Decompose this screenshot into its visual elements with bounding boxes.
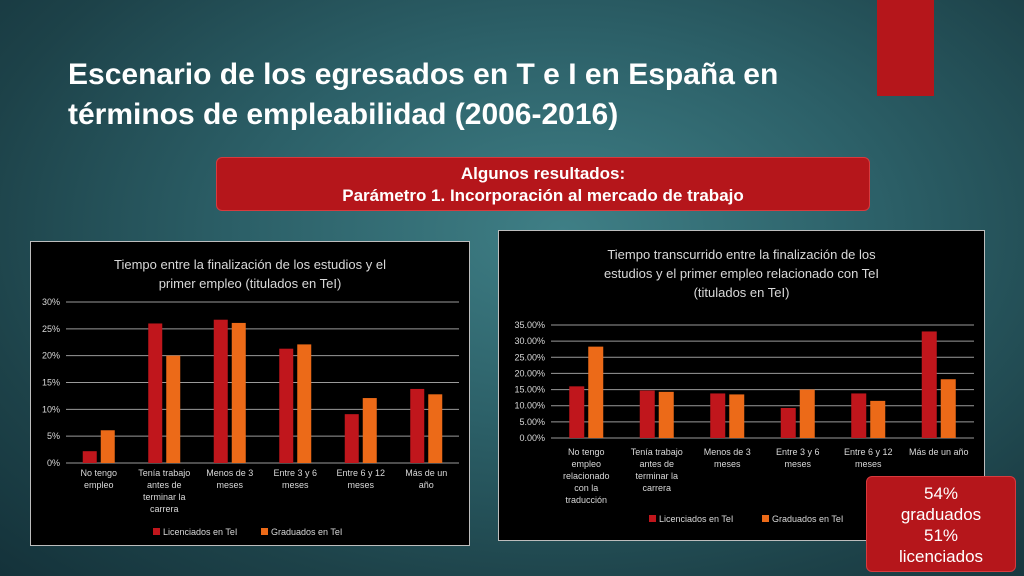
chart2-legend-label: Graduados en TeI — [772, 514, 843, 524]
chart2-title-line: Tiempo transcurrido entre la finalizació… — [607, 247, 876, 262]
chart2-bar-licenciados — [569, 386, 585, 438]
chart2-bar-graduados — [799, 389, 815, 438]
chart1-y-tick-label: 30% — [42, 297, 60, 307]
chart1-bar-licenciados — [410, 388, 425, 463]
chart1-bar-graduados — [166, 355, 181, 463]
chart1-x-tick-label: Entre 3 y 6 — [273, 468, 317, 478]
chart1-y-tick-label: 5% — [47, 431, 60, 441]
chart2-y-tick-label: 0.00% — [519, 433, 545, 443]
chart1-bar-graduados — [231, 322, 246, 463]
badge-line3: 51% — [923, 526, 959, 545]
callout-line1: Algunos resultados: — [460, 164, 626, 183]
chart1-title-line: primer empleo (titulados en TeI) — [159, 276, 342, 291]
chart1-x-tick-label: antes de — [147, 480, 182, 490]
chart2-title-line: (titulados en TeI) — [694, 285, 790, 300]
badge-line2: graduados — [900, 505, 982, 524]
chart2-x-tick-label: carrera — [642, 483, 671, 493]
chart1-bar-graduados — [362, 398, 377, 463]
chart2-bar-graduados — [940, 379, 956, 438]
chart2-y-tick-label: 30.00% — [514, 336, 545, 346]
chart2-x-tick-label: meses — [855, 459, 882, 469]
chart1-legend-label: Graduados en TeI — [271, 527, 342, 537]
chart2-bar-graduados — [870, 400, 886, 438]
chart1-legend-label: Licenciados en TeI — [163, 527, 237, 537]
chart2-x-tick-label: Menos de 3 — [704, 447, 751, 457]
callout-line2: Parámetro 1. Incorporación al mercado de… — [342, 186, 744, 205]
chart1-x-tick-label: carrera — [150, 504, 179, 514]
chart2-x-tick-label: antes de — [639, 459, 674, 469]
chart1-bar-licenciados — [344, 414, 359, 463]
badge-line4: licenciados — [898, 547, 984, 566]
chart2-legend-swatch — [649, 515, 656, 522]
chart2-y-tick-label: 15.00% — [514, 385, 545, 395]
chart2-bar-graduados — [729, 394, 745, 438]
chart1-x-tick-label: Entre 6 y 12 — [336, 468, 385, 478]
chart1-x-tick-label: No tengo — [80, 468, 117, 478]
slide-title: Escenario de los egresados en T e I en E… — [68, 55, 908, 135]
chart2-bar-licenciados — [921, 331, 937, 438]
slide-title-line2: términos de empleabilidad (2006-2016) — [68, 98, 619, 131]
chart2-bar-licenciados — [639, 390, 655, 438]
chart2-x-tick-label: empleo — [571, 459, 601, 469]
chart2-x-tick-label: Entre 6 y 12 — [844, 447, 893, 457]
chart2-y-tick-label: 10.00% — [514, 401, 545, 411]
chart2-bar-graduados — [588, 346, 604, 438]
chart2-x-tick-label: traducción — [565, 495, 607, 505]
chart1-legend-swatch — [261, 528, 268, 535]
chart1-bar-licenciados — [213, 319, 228, 463]
chart1-bar-licenciados — [82, 451, 97, 463]
chart1-x-tick-label: Menos de 3 — [206, 468, 253, 478]
chart2-svg: Tiempo transcurrido entre la finalizació… — [514, 247, 974, 524]
chart1-y-tick-label: 20% — [42, 351, 60, 361]
accent-bar — [877, 0, 934, 96]
chart2-title-line: estudios y el primer empleo relacionado … — [604, 266, 879, 281]
chart1-bar-graduados — [100, 430, 115, 463]
chart2-x-tick-label: con la — [574, 483, 598, 493]
chart1-x-tick-label: empleo — [84, 480, 114, 490]
summary-badge: 54% graduados 51% licenciados — [866, 476, 1016, 572]
chart2-bar-licenciados — [780, 407, 796, 438]
chart2-y-tick-label: 5.00% — [519, 417, 545, 427]
chart2-bar-graduados — [658, 391, 674, 438]
badge-line1: 54% — [923, 484, 959, 503]
chart1-bar-graduados — [297, 344, 312, 463]
chart1-bar-licenciados — [279, 348, 294, 463]
chart2-legend-label: Licenciados en TeI — [659, 514, 733, 524]
chart1-x-tick-label: año — [419, 480, 434, 490]
chart2-x-tick-label: relacionado — [563, 471, 610, 481]
chart1-x-tick-label: terminar la — [143, 492, 186, 502]
chart2-x-tick-label: No tengo — [568, 447, 605, 457]
chart1-title-line: Tiempo entre la finalización de los estu… — [114, 257, 386, 272]
chart2-bar-licenciados — [851, 393, 867, 438]
chart1-y-tick-label: 25% — [42, 324, 60, 334]
chart2-x-tick-label: Tenía trabajo — [631, 447, 683, 457]
chart2-x-tick-label: meses — [784, 459, 811, 469]
chart2-x-tick-label: Entre 3 y 6 — [776, 447, 820, 457]
chart1-x-tick-label: meses — [282, 480, 309, 490]
chart2-y-tick-label: 20.00% — [514, 368, 545, 378]
chart1-legend-swatch — [153, 528, 160, 535]
chart-time-to-first-job: Tiempo entre la finalización de los estu… — [30, 241, 470, 546]
chart1-x-tick-label: meses — [216, 480, 243, 490]
chart1-svg: Tiempo entre la finalización de los estu… — [42, 257, 459, 537]
chart1-bar-licenciados — [148, 323, 163, 463]
chart2-x-tick-label: terminar la — [635, 471, 678, 481]
chart1-y-tick-label: 0% — [47, 458, 60, 468]
chart1-x-tick-label: Tenía trabajo — [138, 468, 190, 478]
chart2-x-tick-label: meses — [714, 459, 741, 469]
chart1-y-tick-label: 10% — [42, 404, 60, 414]
slide-title-line1: Escenario de los egresados en T e I en E… — [68, 58, 779, 91]
chart2-legend-swatch — [762, 515, 769, 522]
chart2-bar-licenciados — [710, 393, 726, 438]
chart2-y-tick-label: 35.00% — [514, 320, 545, 330]
chart1-x-tick-label: Más de un — [405, 468, 447, 478]
chart2-y-tick-label: 25.00% — [514, 352, 545, 362]
results-callout: Algunos resultados: Parámetro 1. Incorpo… — [216, 157, 870, 211]
chart1-y-tick-label: 15% — [42, 378, 60, 388]
chart2-x-tick-label: Más de un año — [909, 447, 969, 457]
chart1-bar-graduados — [428, 394, 443, 463]
chart1-x-tick-label: meses — [347, 480, 374, 490]
